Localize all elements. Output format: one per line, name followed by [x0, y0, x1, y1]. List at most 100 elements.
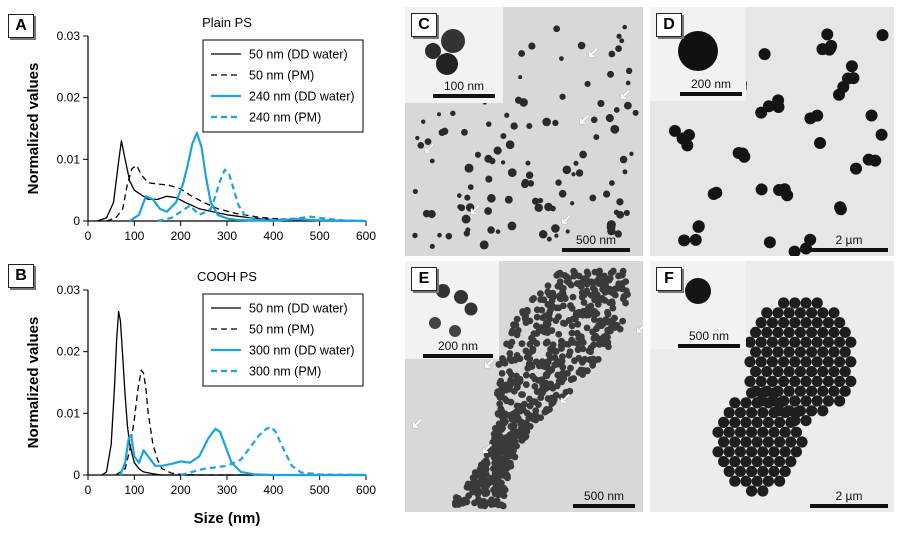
particle [729, 397, 741, 409]
particle [762, 475, 774, 487]
particle [740, 416, 752, 428]
particle [412, 188, 418, 195]
particle [500, 484, 507, 492]
particle [604, 310, 612, 318]
particle [525, 160, 531, 166]
particle [528, 334, 535, 342]
particle [772, 366, 784, 378]
particle [510, 122, 518, 130]
particle [500, 133, 507, 140]
x-tick-label: 400 [263, 229, 283, 243]
particle [589, 361, 597, 369]
x-tick-label: 500 [310, 483, 330, 497]
panel-label-a: A [8, 14, 34, 38]
particle [465, 227, 471, 233]
particle [746, 407, 758, 419]
particle [744, 356, 756, 368]
particle [746, 387, 758, 399]
particle [449, 325, 461, 337]
particle [574, 346, 582, 354]
particle [464, 480, 472, 488]
main-scale-bar-c: 500 nm [562, 233, 630, 252]
panel-label-e: E [411, 267, 437, 291]
particle [774, 436, 786, 448]
particle [734, 446, 746, 458]
particle [595, 335, 603, 343]
particle [723, 446, 735, 458]
particle [497, 377, 505, 385]
particle [834, 375, 846, 387]
particle [528, 42, 536, 50]
particle [506, 350, 514, 357]
particle [729, 456, 741, 468]
particle [570, 267, 578, 275]
particle [429, 243, 435, 249]
particle [489, 157, 496, 165]
particle [580, 299, 588, 306]
particle [800, 336, 812, 348]
particle [596, 267, 603, 275]
particle [526, 349, 534, 357]
particle [590, 116, 598, 124]
particle [768, 387, 780, 399]
particle [578, 289, 586, 297]
particle [616, 33, 622, 39]
particle [800, 317, 812, 329]
legend-entry: 50 nm (PM) [249, 323, 314, 337]
particle [577, 283, 585, 290]
particle [794, 385, 806, 397]
particle [762, 397, 774, 409]
particle [788, 245, 801, 256]
particle [811, 336, 823, 348]
particle [589, 279, 597, 287]
particle [783, 307, 795, 319]
particle [603, 190, 611, 198]
particle [513, 315, 521, 323]
particle [583, 324, 591, 332]
particle [514, 326, 522, 334]
particle [587, 356, 595, 363]
particle [624, 291, 631, 298]
arrow-icon: ↙ [423, 140, 436, 157]
particle [579, 150, 587, 159]
particle [761, 326, 773, 338]
particle [535, 376, 542, 384]
y-tick-label: 0.03 [57, 283, 81, 297]
particle [755, 317, 767, 329]
particle [518, 50, 526, 57]
series-line-3 [157, 168, 367, 223]
particle [424, 138, 432, 146]
particle [568, 329, 576, 337]
particle [557, 295, 565, 303]
particle [678, 234, 691, 247]
arrow-icon: ↙ [469, 201, 482, 218]
particle [495, 229, 501, 234]
particle [615, 45, 622, 53]
legend-entry: 240 nm (DD water) [249, 90, 355, 104]
particle [729, 436, 741, 448]
particle [790, 426, 802, 438]
particle [538, 229, 548, 239]
particle [811, 317, 823, 329]
particle [585, 304, 592, 311]
particle [774, 397, 786, 409]
particle [800, 395, 812, 407]
particle [559, 56, 564, 61]
particle [587, 344, 595, 352]
particle [504, 472, 511, 480]
particle [751, 436, 763, 448]
particle [811, 109, 824, 122]
arrow-icon: ↙ [587, 44, 600, 61]
particle [584, 80, 591, 87]
particle [757, 426, 769, 438]
particle [539, 381, 547, 389]
particle [532, 416, 540, 424]
particle [569, 315, 577, 323]
particle [766, 336, 778, 348]
particle [454, 290, 468, 304]
series-line-0 [97, 140, 366, 222]
particle [606, 220, 616, 230]
particle [548, 345, 555, 352]
series-line-2 [119, 427, 366, 477]
particle [738, 150, 751, 163]
